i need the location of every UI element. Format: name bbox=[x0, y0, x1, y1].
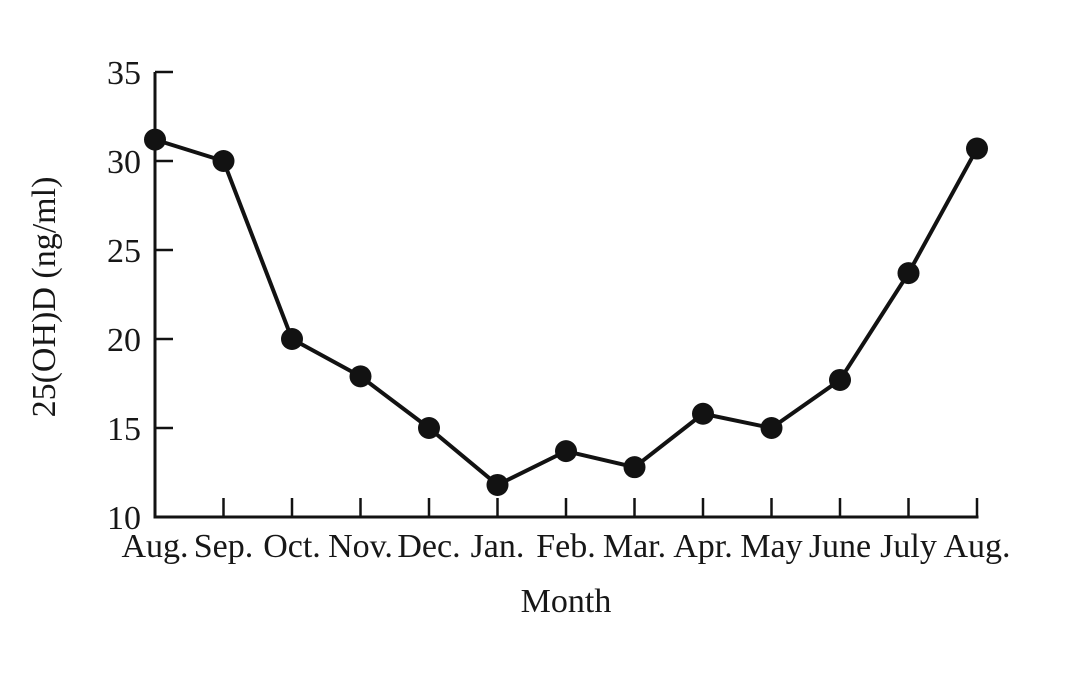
data-series-line bbox=[153, 137, 979, 487]
data-point-marker bbox=[692, 402, 714, 425]
data-point-marker bbox=[966, 137, 988, 160]
x-tick-label: Apr. bbox=[673, 528, 733, 565]
y-axis-label: 25(OH)D (ng/ml) bbox=[26, 176, 63, 418]
y-tick-label: 10 bbox=[107, 500, 141, 537]
x-tick-label: Aug. bbox=[943, 528, 1010, 565]
x-tick-label: Nov. bbox=[328, 528, 393, 565]
x-tick-label: June bbox=[809, 528, 871, 565]
x-tick-label: Dec. bbox=[397, 528, 460, 565]
x-tick-label: May bbox=[740, 528, 802, 565]
data-point-marker bbox=[760, 417, 783, 439]
x-tick-label: Mar. bbox=[603, 528, 666, 565]
y-tick-label: 20 bbox=[107, 322, 141, 359]
y-tick-label: 35 bbox=[107, 55, 141, 92]
y-tick-label: 15 bbox=[107, 411, 141, 448]
x-tick-label: Jan. bbox=[471, 528, 525, 565]
data-point-marker bbox=[897, 262, 920, 285]
data-point-marker bbox=[212, 150, 235, 172]
x-tick-label: Oct. bbox=[263, 528, 321, 565]
x-axis-label: Month bbox=[520, 583, 612, 620]
data-point-marker bbox=[349, 365, 372, 388]
data-point-marker bbox=[418, 417, 440, 439]
x-tick-label: July bbox=[880, 528, 937, 565]
y-tick-label: 30 bbox=[107, 144, 141, 181]
data-point-marker bbox=[555, 440, 577, 463]
data-point-marker bbox=[829, 368, 851, 391]
data-point-marker bbox=[486, 473, 509, 496]
x-tick-label: Feb. bbox=[536, 528, 596, 565]
x-tick-label: Aug. bbox=[121, 528, 188, 565]
data-point-marker bbox=[281, 328, 303, 350]
x-tick-label: Sep. bbox=[194, 528, 254, 565]
data-point-marker bbox=[144, 128, 166, 151]
data-point-marker bbox=[623, 456, 646, 479]
y-tick-label: 25 bbox=[107, 233, 141, 270]
